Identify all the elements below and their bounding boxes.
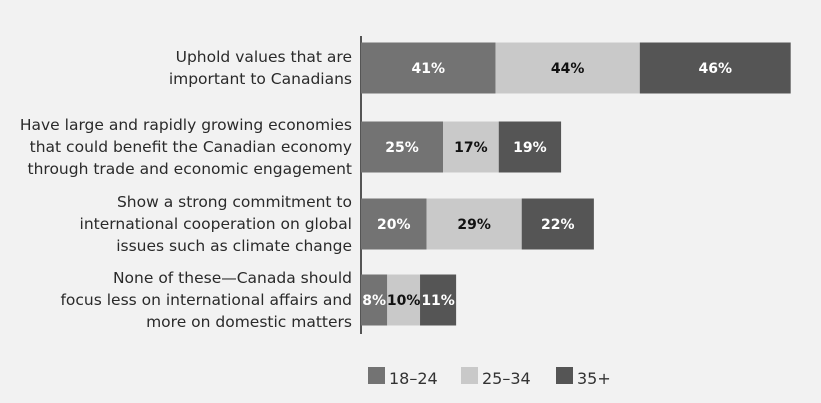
- bar-3: [639, 42, 791, 94]
- category-label: more on domestic matters: [146, 313, 352, 331]
- category-label: through trade and economic engagement: [28, 160, 352, 178]
- legend-swatch: [556, 367, 573, 384]
- data-label: 10%: [387, 293, 421, 309]
- data-label: 17%: [454, 140, 488, 156]
- legend-label: 35+: [577, 369, 611, 388]
- bar-2: [495, 42, 640, 94]
- bar-2: [426, 198, 522, 250]
- legend-label: 25–34: [482, 369, 531, 388]
- bar-3: [521, 198, 594, 250]
- legend-label: 18–24: [389, 369, 438, 388]
- bar-3: [498, 121, 562, 173]
- data-label: 46%: [698, 61, 732, 77]
- data-label: 11%: [421, 293, 455, 309]
- legend-swatch: [461, 367, 478, 384]
- bar-3: [420, 274, 457, 326]
- bar-1: [361, 42, 496, 94]
- category-label: Have large and rapidly growing economies: [20, 116, 352, 134]
- data-label: 29%: [457, 217, 491, 233]
- bar-2: [443, 121, 499, 173]
- bar-1: [361, 274, 388, 326]
- legend-swatch: [368, 367, 385, 384]
- data-label: 8%: [362, 293, 386, 309]
- data-label: 25%: [385, 140, 419, 156]
- data-label: 19%: [513, 140, 547, 156]
- category-label: important to Canadians: [169, 70, 352, 88]
- bar-1: [361, 121, 443, 173]
- category-label: focus less on international affairs and: [60, 291, 352, 309]
- data-label: 41%: [411, 61, 445, 77]
- bar-2: [387, 274, 421, 326]
- data-label: 22%: [541, 217, 575, 233]
- category-label: Show a strong commitment to: [117, 193, 352, 211]
- category-label: issues such as climate change: [116, 237, 352, 255]
- category-label: international cooperation on global: [80, 215, 352, 233]
- category-label: Uphold values that are: [176, 48, 352, 66]
- data-label: 44%: [551, 61, 585, 77]
- bar-1: [361, 198, 427, 250]
- category-label: None of these—Canada should: [113, 269, 352, 287]
- data-label: 20%: [377, 217, 411, 233]
- category-label: that could benefit the Canadian economy: [30, 138, 352, 156]
